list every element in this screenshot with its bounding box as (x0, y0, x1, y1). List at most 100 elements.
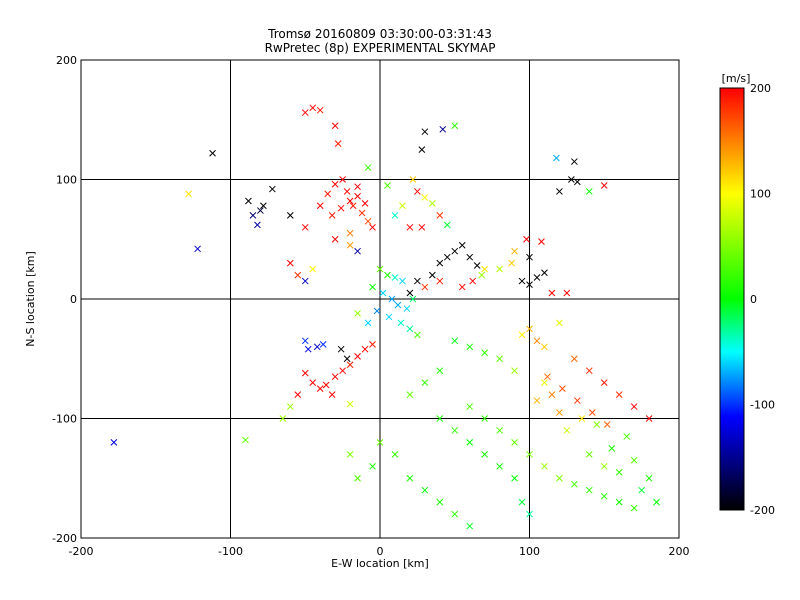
data-point (418, 146, 426, 153)
colorbar: [m/s] 200 100 0 -100 -200 (719, 72, 775, 517)
data-point-stroke (526, 450, 533, 458)
data-point (260, 202, 267, 210)
data-point-stroke (313, 343, 321, 351)
data-point-stroke (369, 462, 376, 470)
data-point (391, 211, 399, 219)
data-point (331, 373, 339, 381)
data-point (339, 176, 346, 183)
data-point (294, 271, 302, 279)
data-point (399, 277, 406, 285)
data-point (496, 462, 503, 470)
data-point-stroke (570, 158, 578, 165)
data-point-stroke (354, 192, 361, 200)
data-point-stroke (556, 409, 563, 416)
data-point (354, 353, 361, 360)
data-point-stroke (496, 427, 503, 434)
data-point-stroke (194, 245, 201, 253)
data-point (286, 259, 294, 267)
data-point-stroke (443, 221, 451, 229)
data-point (346, 361, 354, 369)
data-point (339, 367, 346, 375)
data-point (364, 217, 372, 225)
data-point (369, 341, 376, 348)
data-point (397, 319, 405, 327)
data-point (399, 202, 406, 210)
data-point (573, 397, 581, 404)
colorbar-label: [m/s] (722, 72, 751, 85)
data-point (328, 211, 336, 219)
data-point-stroke (421, 379, 429, 387)
data-point-stroke (428, 200, 436, 207)
data-point (511, 247, 518, 255)
data-point (585, 450, 593, 458)
data-point (346, 241, 354, 249)
data-point (249, 211, 257, 219)
data-point (526, 510, 533, 518)
data-point-stroke (615, 468, 623, 476)
data-point (541, 343, 548, 351)
colorbar-tick-label: 0 (750, 293, 757, 306)
data-point-stroke (645, 474, 653, 482)
data-point-stroke (588, 409, 596, 416)
data-point-stroke (559, 385, 566, 392)
data-point-stroke (364, 164, 372, 171)
data-point (361, 345, 369, 353)
data-point (451, 427, 459, 434)
data-point (301, 109, 309, 116)
data-point (421, 283, 429, 291)
data-point-stroke (354, 353, 361, 360)
data-point (209, 149, 216, 157)
data-point (369, 462, 376, 470)
data-point-stroke (436, 259, 444, 267)
data-point (593, 421, 601, 428)
data-point-stroke (600, 182, 608, 189)
data-point-stroke (364, 319, 372, 327)
data-point (391, 450, 399, 458)
data-point (638, 486, 645, 494)
data-point-stroke (518, 331, 526, 339)
x-tick-label: 200 (669, 545, 690, 558)
data-point-stroke (511, 474, 518, 482)
data-point-stroke (645, 415, 653, 422)
data-point (600, 182, 608, 189)
data-point (526, 325, 533, 333)
data-point (541, 379, 548, 387)
data-point-stroke (443, 253, 451, 261)
data-point (570, 480, 578, 488)
data-point-stroke (369, 223, 376, 231)
data-point (391, 274, 399, 281)
data-point-stroke (384, 271, 391, 279)
data-point-stroke (451, 122, 459, 130)
data-point-stroke (533, 397, 541, 404)
data-point (331, 235, 339, 243)
data-point-stroke (294, 271, 302, 279)
data-point-stroke (331, 235, 339, 243)
data-point (458, 283, 466, 291)
data-point (301, 369, 309, 377)
colorbar-tick-label: -200 (750, 504, 775, 517)
data-point-stroke (526, 281, 533, 289)
data-point-stroke (481, 349, 489, 357)
data-point (309, 104, 317, 112)
data-point (533, 274, 541, 281)
data-point (414, 331, 421, 339)
data-point-stroke (406, 325, 414, 333)
data-point (563, 427, 571, 434)
data-point (548, 289, 556, 297)
data-point (645, 474, 653, 482)
data-point (343, 188, 351, 195)
data-point-stroke (523, 235, 530, 243)
data-point-stroke (391, 274, 399, 281)
data-point-stroke (541, 343, 548, 351)
data-point (556, 409, 563, 416)
colorbar-tick-label: 100 (750, 188, 771, 201)
data-point-stroke (249, 211, 257, 219)
data-point-stroke (376, 439, 384, 446)
data-point (194, 245, 201, 253)
data-point-stroke (286, 259, 294, 267)
data-point-stroke (361, 345, 369, 353)
data-point (409, 176, 417, 183)
data-point (406, 223, 414, 231)
data-point (301, 223, 309, 231)
